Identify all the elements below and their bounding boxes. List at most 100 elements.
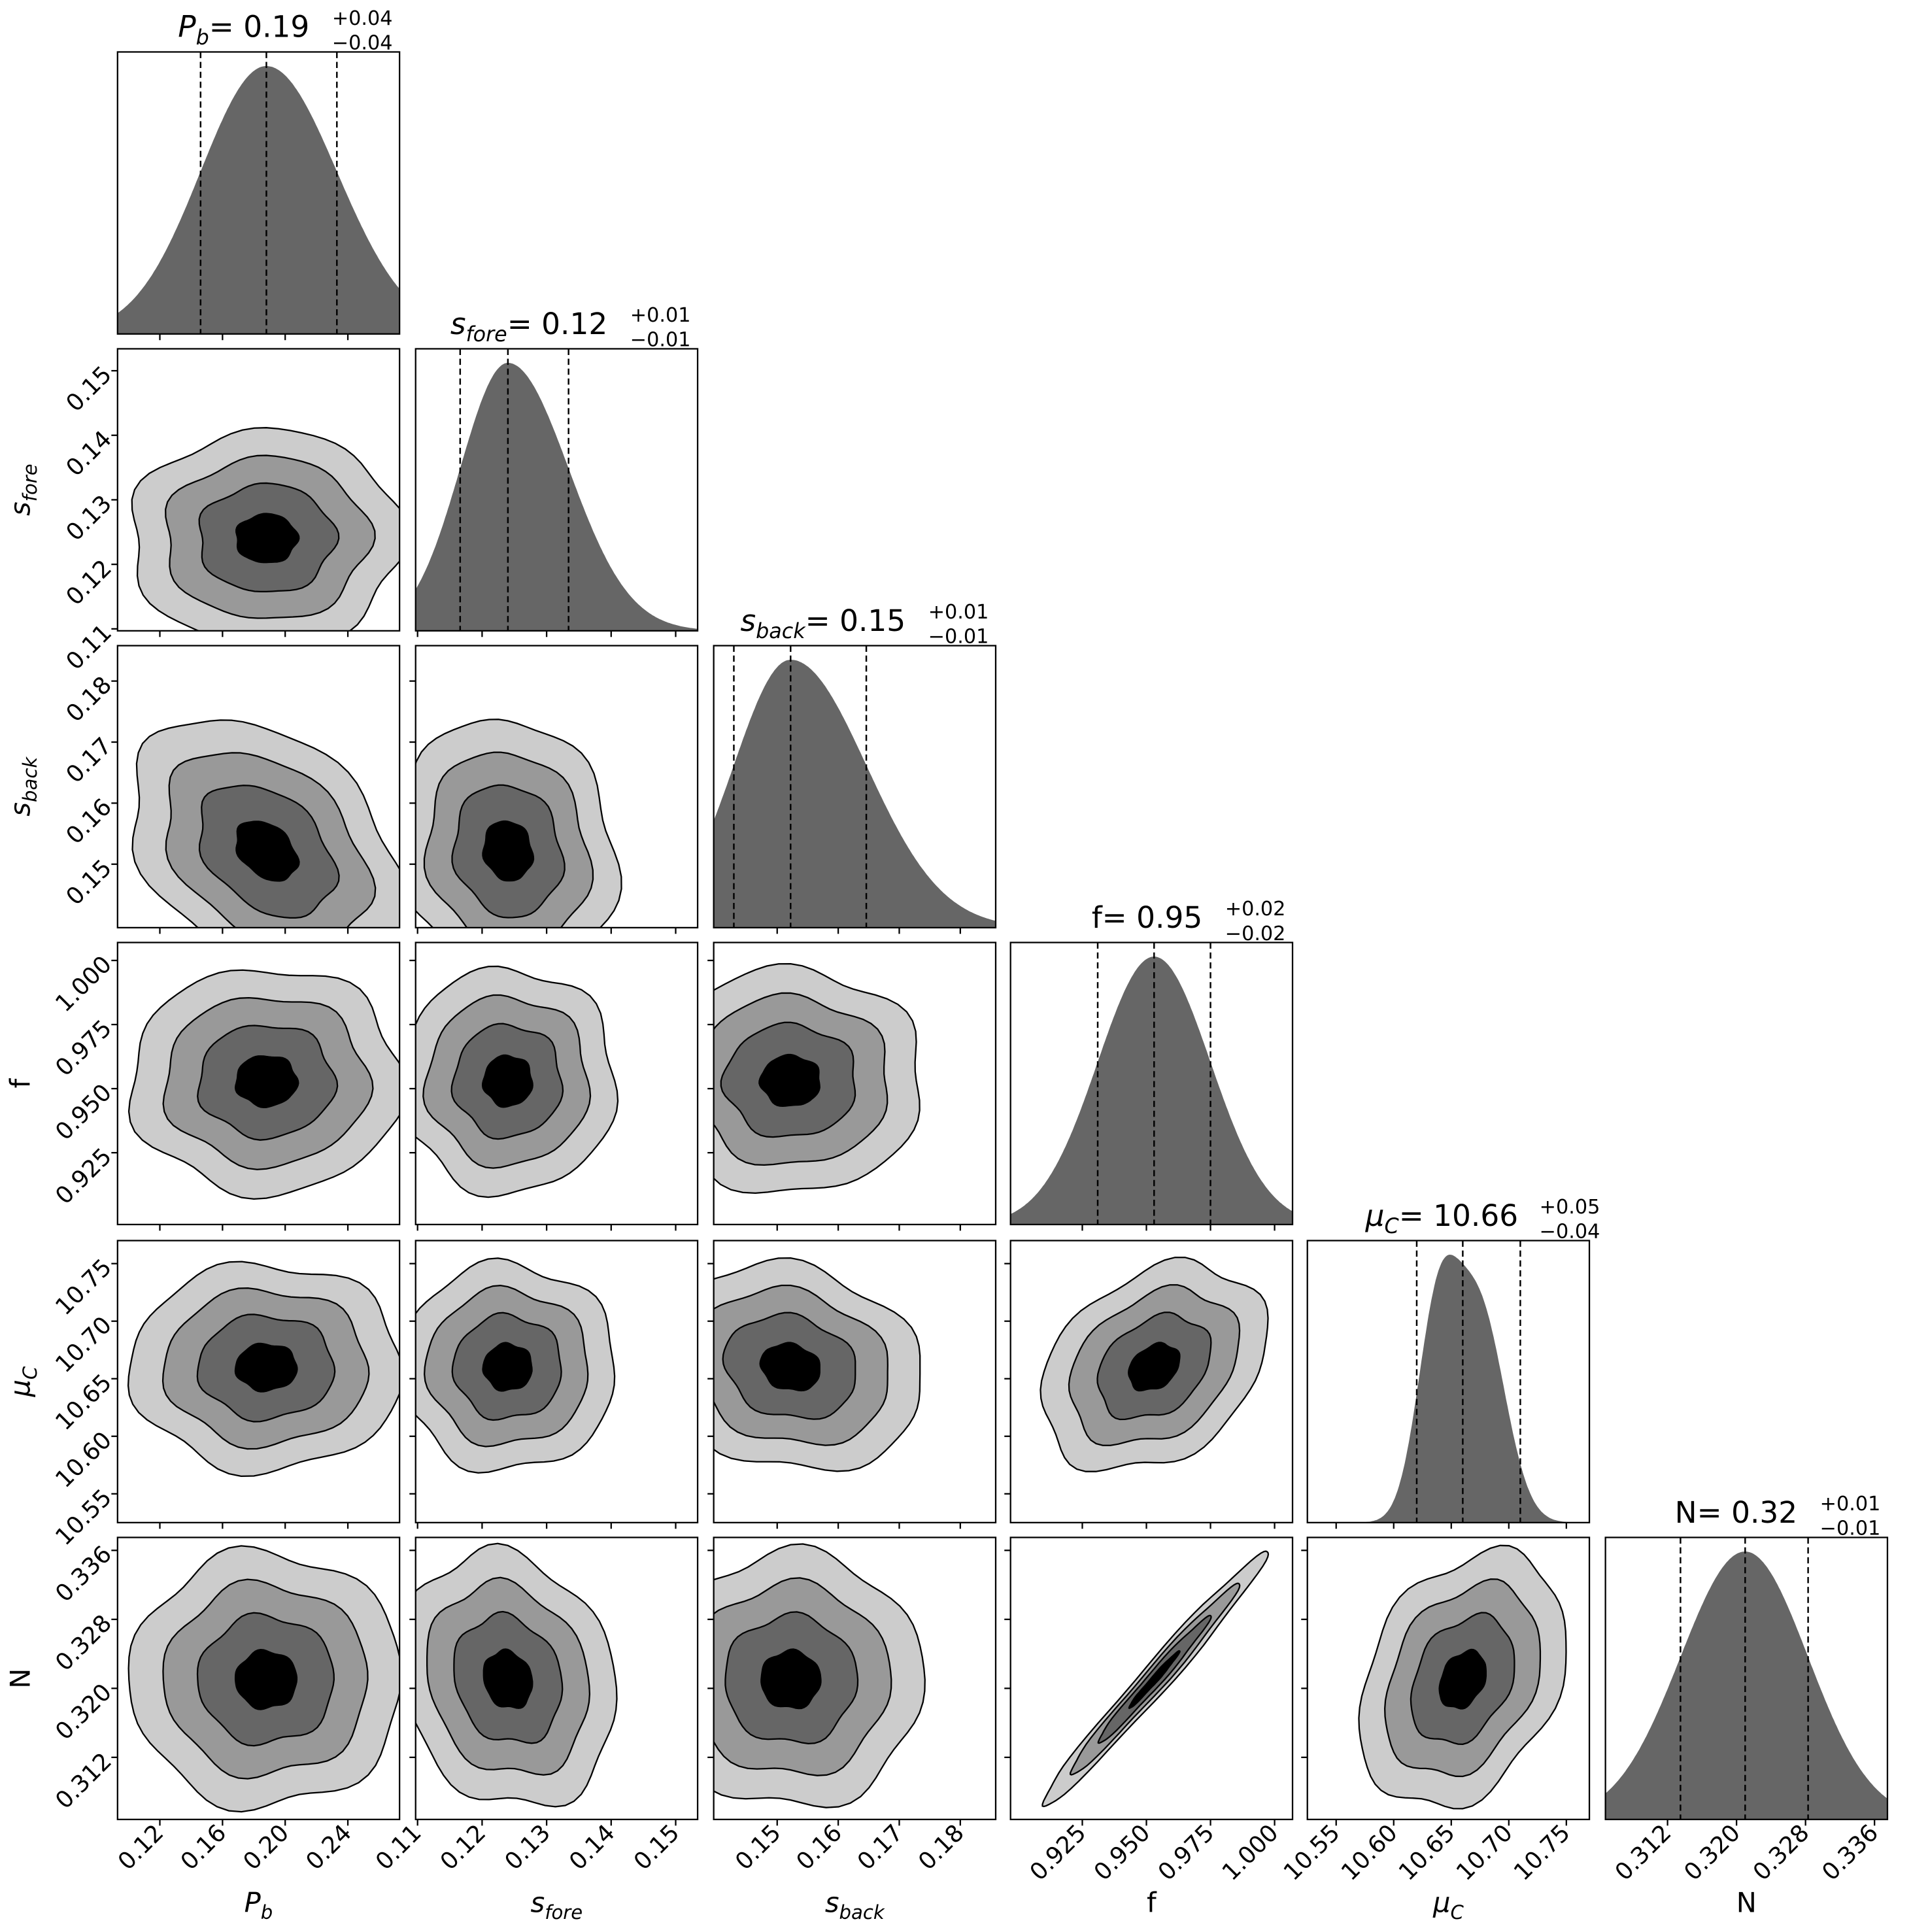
y-tick-label: 10.70 — [50, 1312, 117, 1378]
y-tick-label: 0.320 — [50, 1679, 117, 1746]
x-tick-label: 0.950 — [1089, 1820, 1156, 1886]
panel-frame — [414, 1536, 699, 1820]
y-tick-label: 0.312 — [50, 1748, 117, 1814]
panel-content — [713, 962, 921, 1194]
contour-level-4 — [235, 513, 300, 564]
contour-level-4 — [235, 821, 300, 882]
panel-content — [1041, 1550, 1270, 1808]
panel-content — [1010, 942, 1293, 1225]
y-tick-label: 10.60 — [50, 1427, 117, 1493]
y-tick-label: 0.13 — [61, 490, 117, 547]
y-axis-label-N: N — [4, 1669, 36, 1689]
histogram-fill — [1605, 1551, 1887, 1820]
panel-title-minus: −0.01 — [928, 626, 989, 649]
y-tick-label: 0.925 — [50, 1143, 117, 1210]
y-tick-label: 0.15 — [61, 361, 117, 417]
x-tick-label: 0.18 — [913, 1820, 970, 1876]
histogram-panel-f: f = 0.95 +0.02−0.02 — [1009, 898, 1294, 1231]
histogram-fill — [415, 363, 698, 631]
panel-title-label: sfore — [450, 307, 507, 347]
y-tick-label: 0.11 — [61, 619, 117, 675]
panel-title-value: = 0.32 — [1697, 1495, 1798, 1530]
y-axis-label-mu_C: μC — [4, 1366, 41, 1397]
panel-title-label: sback — [740, 603, 806, 643]
x-tick-label: 0.20 — [239, 1820, 295, 1876]
panel-title-value: = 0.95 — [1102, 900, 1203, 935]
panel-title-value: = 0.12 — [507, 307, 608, 341]
panel-title-plus: +0.04 — [332, 7, 393, 30]
histogram-panel-P_b: Pb = 0.19 +0.04−0.04 — [116, 7, 401, 341]
panel-title-label: f — [1092, 900, 1103, 935]
panel-title-minus: −0.01 — [1820, 1517, 1881, 1540]
panel-frame — [414, 348, 699, 632]
panel-frame — [1009, 1240, 1294, 1523]
x-tick-label: 10.75 — [1509, 1820, 1576, 1886]
panel-frame — [1009, 941, 1294, 1226]
panel-content — [1307, 1240, 1590, 1523]
panel-title-plus: +0.01 — [928, 601, 989, 624]
panel-frame — [713, 1240, 997, 1523]
y-tick-label: 0.17 — [61, 732, 117, 788]
histogram-fill — [713, 660, 996, 928]
contour-panel-s_fore-mu_C — [409, 1240, 699, 1529]
contour-panel-s_fore-s_back — [409, 645, 699, 934]
contour-level-4 — [234, 1342, 298, 1393]
panel-title-minus: −0.04 — [1540, 1221, 1600, 1244]
panel-frame — [1009, 1536, 1294, 1820]
x-tick-label: 0.14 — [564, 1820, 620, 1876]
panel-content — [713, 1543, 926, 1808]
x-tick-label: 0.320 — [1679, 1820, 1746, 1886]
histogram-panel-s_back: sback = 0.15 +0.01−0.01 — [713, 601, 997, 934]
panel-content — [131, 719, 400, 928]
contour-panel-s_back-mu_C — [707, 1240, 997, 1529]
contour-level-4 — [482, 1342, 533, 1392]
x-tick-label: 0.11 — [371, 1820, 427, 1876]
x-tick-label: 0.16 — [791, 1820, 847, 1876]
x-tick-label: 0.925 — [1025, 1820, 1092, 1886]
contour-panel-P_b-s_back: 0.150.16 0.170.18 sback — [4, 645, 401, 934]
histogram-fill — [1010, 957, 1293, 1225]
panel-title-plus: +0.01 — [630, 304, 691, 327]
panel-content — [415, 965, 619, 1198]
panel-content — [1040, 1257, 1269, 1472]
contour-level-4 — [1128, 1650, 1181, 1709]
y-tick-label: 10.75 — [50, 1254, 117, 1321]
x-axis-label-s_fore: sfore — [531, 1887, 583, 1924]
panel-frame — [1604, 1536, 1889, 1820]
x-tick-label: 0.15 — [730, 1820, 786, 1876]
panel-title-plus: +0.02 — [1225, 898, 1286, 921]
x-axis-label-f: f — [1147, 1887, 1157, 1919]
contour-level-4 — [1128, 1342, 1181, 1392]
panel-title-value: = 10.66 — [1399, 1198, 1518, 1233]
panel-content — [415, 1542, 618, 1808]
y-tick-label: 0.975 — [50, 1015, 117, 1081]
panel-title-label: Pb — [178, 10, 209, 50]
y-tick-label: 0.336 — [50, 1541, 117, 1608]
x-tick-label: 10.65 — [1394, 1820, 1461, 1886]
y-tick-label: 0.15 — [61, 855, 117, 911]
y-axis-label-s_back: sback — [4, 756, 41, 817]
panel-frame — [713, 645, 997, 928]
contour-panel-s_back-N: 0.15 0.16 0.17 0.18 sback — [707, 1536, 997, 1924]
y-tick-label: 10.55 — [50, 1484, 117, 1551]
panel-title-plus: +0.05 — [1540, 1196, 1600, 1219]
panel-title-minus: −0.04 — [332, 32, 393, 55]
panel-content — [415, 719, 622, 928]
x-axis-label-P_b: Pb — [245, 1887, 273, 1924]
histogram-panel-s_fore: sfore = 0.12 +0.01−0.01 — [414, 304, 699, 637]
x-tick-label: 0.975 — [1153, 1820, 1220, 1886]
y-tick-label: 0.18 — [61, 671, 117, 728]
x-axis-label-mu_C: μC — [1432, 1887, 1464, 1924]
panel-content — [415, 348, 698, 631]
contour-level-4 — [760, 1648, 822, 1710]
x-tick-label: 0.12 — [113, 1820, 169, 1876]
contour-level-4 — [482, 820, 535, 882]
panel-frame — [414, 645, 699, 928]
contour-panel-s_back-f — [707, 941, 997, 1231]
y-tick-label: 0.328 — [50, 1610, 117, 1676]
panel-title-label: μC — [1365, 1198, 1400, 1238]
